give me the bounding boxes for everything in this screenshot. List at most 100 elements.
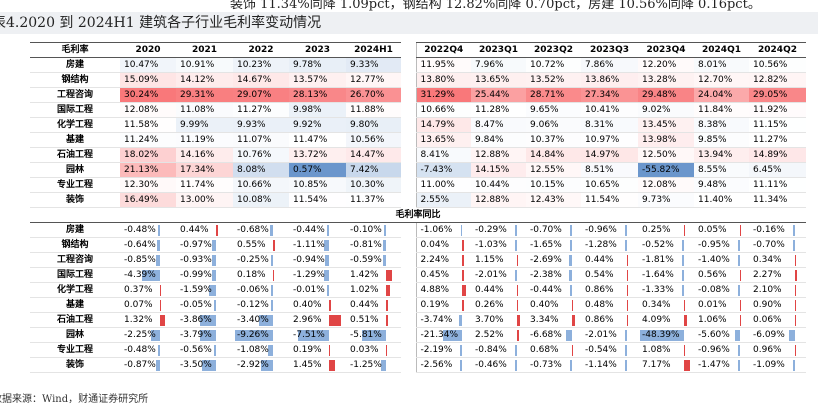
header-cell: 2023Q3: [581, 42, 638, 58]
value-cell: 12.55%: [526, 162, 581, 178]
data-bar: [460, 345, 463, 356]
row-label: 专业工程: [30, 177, 120, 193]
cell-text: 12.43%: [530, 195, 565, 205]
cell-text: 0.07%: [124, 300, 153, 310]
data-bar: [159, 300, 162, 311]
value-cell: 14.15%: [471, 162, 526, 178]
row-label: 国际工程: [30, 102, 120, 118]
value-cell: 2.24%: [415, 252, 471, 268]
cell-text: 12.20%: [642, 60, 677, 70]
value-cell: 13.86%: [581, 72, 638, 88]
cell-text: 钢结构: [61, 240, 89, 250]
cell-text: -0.87%: [124, 360, 156, 370]
cell-text: 10.47%: [124, 60, 159, 70]
value-cell: 4.88%: [415, 282, 471, 298]
data-bar: [738, 360, 740, 371]
value-cell: 11.24%: [120, 132, 176, 148]
table-row: 国际工程 12.08% 11.08% 11.27% 9.98% 11.88% 10.66% 1…: [30, 102, 806, 118]
data-bar: [625, 240, 627, 251]
value-cell: 1.32%: [120, 312, 176, 328]
data-bar: [682, 270, 684, 281]
row-label: 石油工程: [30, 312, 120, 328]
value-cell: 26.70%: [346, 87, 401, 103]
value-cell: -1.08%: [233, 342, 289, 358]
value-cell: 9.92%: [289, 117, 346, 133]
value-cell: 11.27%: [233, 102, 289, 118]
value-cell: 9.98%: [289, 102, 346, 118]
value-cell: 0.96%: [749, 342, 806, 358]
value-cell: -7.43%: [415, 162, 471, 178]
cell-text: -2.69%: [530, 255, 562, 265]
cell-text: 1.42%: [350, 270, 379, 280]
cell-text: 8.55%: [698, 165, 727, 175]
cell-text: 国际工程: [56, 105, 93, 115]
value-cell: 9.48%: [694, 177, 749, 193]
row-label: 装饰: [30, 357, 120, 373]
data-bar: [515, 240, 517, 251]
value-cell: 8.47%: [471, 117, 526, 133]
cell-text: 基建: [65, 135, 84, 145]
cell-text: -1.11%: [293, 240, 325, 250]
cell-text: -0.05%: [180, 300, 212, 310]
cell-text: 2.27%: [753, 270, 782, 280]
value-cell: -0.95%: [694, 237, 749, 253]
value-cell: 11.84%: [694, 102, 749, 118]
value-cell: -55.82%: [638, 162, 694, 178]
cell-text: -1.08%: [237, 345, 269, 355]
cell-text: 7.86%: [585, 60, 614, 70]
cell-text: 0.44%: [585, 255, 614, 265]
data-bar: [298, 330, 329, 341]
value-cell: 14.47%: [346, 147, 401, 163]
cell-text: 石油工程: [56, 315, 93, 325]
value-cell: 14.67%: [233, 72, 289, 88]
gap-cell: [401, 178, 416, 193]
value-cell: 0.44%: [471, 282, 526, 298]
header-cell: 2024H1: [346, 42, 401, 58]
cell-text: -1.28%: [585, 240, 617, 250]
value-cell: 14.89%: [749, 147, 806, 163]
value-cell: -1.03%: [471, 237, 526, 253]
cell-text: 9.02%: [642, 105, 671, 115]
value-cell: -0.06%: [233, 282, 289, 298]
value-cell: 13.65%: [415, 132, 471, 148]
data-bar: [209, 285, 216, 296]
cell-text: 2022: [248, 45, 274, 55]
value-cell: 11.92%: [749, 102, 806, 118]
value-cell: -1.81%: [638, 252, 694, 268]
value-cell: 11.47%: [289, 132, 346, 148]
cell-text: 29.07%: [237, 90, 272, 100]
value-cell: 9.06%: [526, 117, 581, 133]
cell-text: 8.38%: [698, 120, 727, 130]
value-cell: 0.44%: [346, 297, 401, 313]
row-label: 化学工程: [30, 117, 120, 133]
cell-text: 10.56%: [350, 135, 385, 145]
value-cell: -3.79%: [176, 327, 233, 343]
cell-text: 9.06%: [530, 120, 559, 130]
cell-text: 7.96%: [475, 60, 504, 70]
data-bar: [157, 225, 160, 236]
cell-text: -0.99%: [180, 270, 212, 280]
cell-text: -0.01%: [293, 285, 325, 295]
value-cell: 11.00%: [415, 177, 471, 193]
value-cell: 0.51%: [346, 312, 401, 328]
cell-text: 15.09%: [124, 75, 159, 85]
data-bar: [458, 315, 463, 326]
value-cell: 2.10%: [749, 282, 806, 298]
cell-text: 11.74%: [180, 180, 215, 190]
value-cell: 10.44%: [471, 177, 526, 193]
cell-text: 0.37%: [124, 285, 153, 295]
value-cell: 11.37%: [346, 192, 401, 208]
value-cell: 0.19%: [289, 342, 346, 358]
value-cell: 13.57%: [289, 72, 346, 88]
cell-text: 9.78%: [293, 60, 322, 70]
cell-text: 8.41%: [420, 150, 450, 160]
value-cell: 1.08%: [638, 342, 694, 358]
cell-text: -3.74%: [420, 315, 453, 325]
value-cell: 0.56%: [694, 267, 749, 283]
cell-text: -0.64%: [124, 240, 156, 250]
cell-text: 1.02%: [350, 285, 379, 295]
cell-text: 11.19%: [180, 135, 215, 145]
cell-text: -2.92%: [237, 360, 269, 370]
value-cell: 30.24%: [120, 87, 176, 103]
value-cell: -1.33%: [638, 282, 694, 298]
